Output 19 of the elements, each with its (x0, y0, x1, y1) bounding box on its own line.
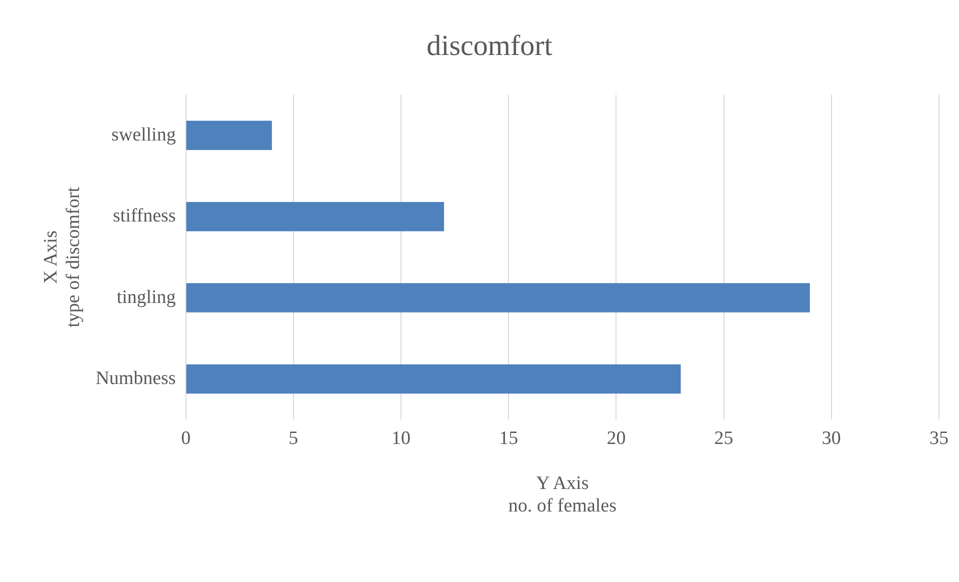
x-axis-title: Y Axis no. of females (508, 472, 616, 517)
bar (186, 202, 444, 232)
x-tick-label: 20 (606, 428, 626, 449)
x-tick-label: 25 (714, 428, 734, 449)
bar (186, 120, 272, 150)
x-tick-label: 5 (288, 428, 298, 449)
y-tick-label: swelling (111, 124, 176, 146)
x-tick-label: 0 (181, 428, 191, 449)
x-tick-label: 10 (392, 428, 411, 449)
y-tick-label: stiffness (112, 206, 176, 227)
x-tick-label: 15 (499, 428, 518, 449)
bar (186, 364, 681, 394)
x-tick-label: 30 (822, 428, 841, 449)
y-tick-label: Numbness (96, 368, 176, 389)
y-axis-title: X Axis type of discomfort (40, 186, 84, 328)
chart-title: discomfort (426, 30, 552, 62)
y-tick-label: tingling (116, 286, 176, 308)
x-tick-label: 35 (930, 428, 948, 449)
bar (186, 283, 810, 312)
